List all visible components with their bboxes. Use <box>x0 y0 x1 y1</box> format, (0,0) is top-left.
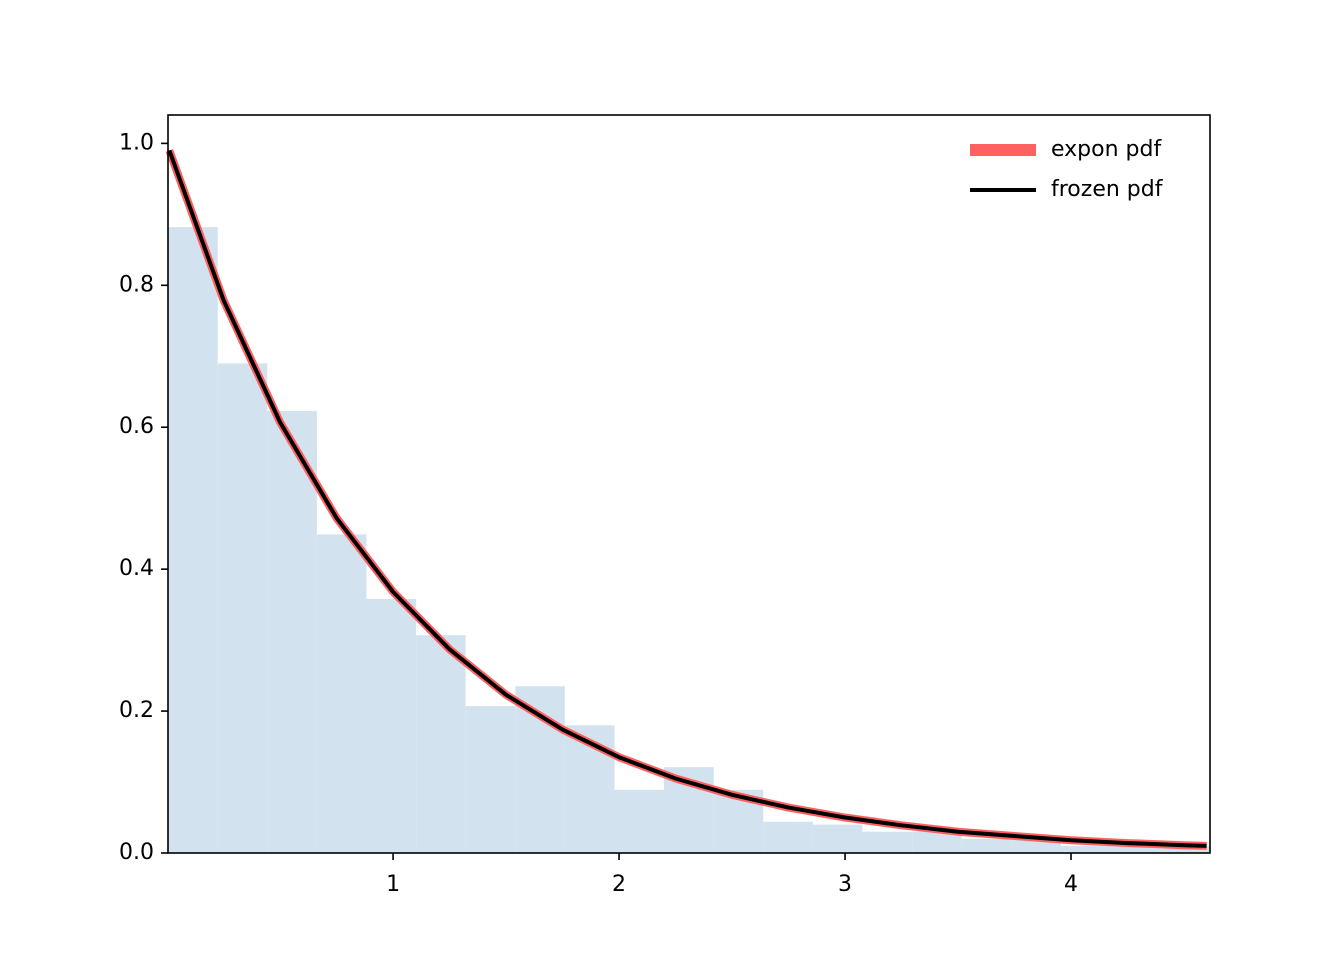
x-tick-label: 1 <box>386 872 400 897</box>
y-tick-label: 0.4 <box>119 556 154 581</box>
histogram-bar <box>1060 845 1111 853</box>
y-tick-label: 0.2 <box>119 698 154 723</box>
histogram-bar <box>465 706 516 853</box>
histogram-bar <box>614 789 665 853</box>
histogram-bar <box>267 410 317 853</box>
y-tick-label: 0.8 <box>119 272 154 297</box>
histogram-bar <box>316 534 367 853</box>
plot-frame <box>167 114 1211 854</box>
histogram-bar <box>1110 845 1161 853</box>
histogram-bar <box>1160 845 1210 853</box>
histogram-bar <box>763 821 813 853</box>
legend-label: frozen pdf <box>1051 177 1164 202</box>
histogram-bar <box>912 831 962 853</box>
y-tick-label: 0.6 <box>119 414 154 439</box>
y-tick-label: 1.0 <box>119 130 154 155</box>
histogram-bar <box>217 363 268 853</box>
histogram-bar <box>862 831 913 853</box>
histogram-bar <box>416 635 466 853</box>
histogram-bar <box>812 824 863 853</box>
x-tick-label: 4 <box>1064 872 1078 897</box>
histogram-bar <box>168 227 218 853</box>
legend-label: expon pdf <box>1051 137 1162 162</box>
x-tick-label: 2 <box>612 872 626 897</box>
pdf-line <box>167 149 1207 848</box>
y-tick-label: 0.0 <box>119 840 154 865</box>
histogram-bar <box>366 598 417 853</box>
histogram-bar <box>961 838 1012 853</box>
x-tick-label: 3 <box>838 872 852 897</box>
